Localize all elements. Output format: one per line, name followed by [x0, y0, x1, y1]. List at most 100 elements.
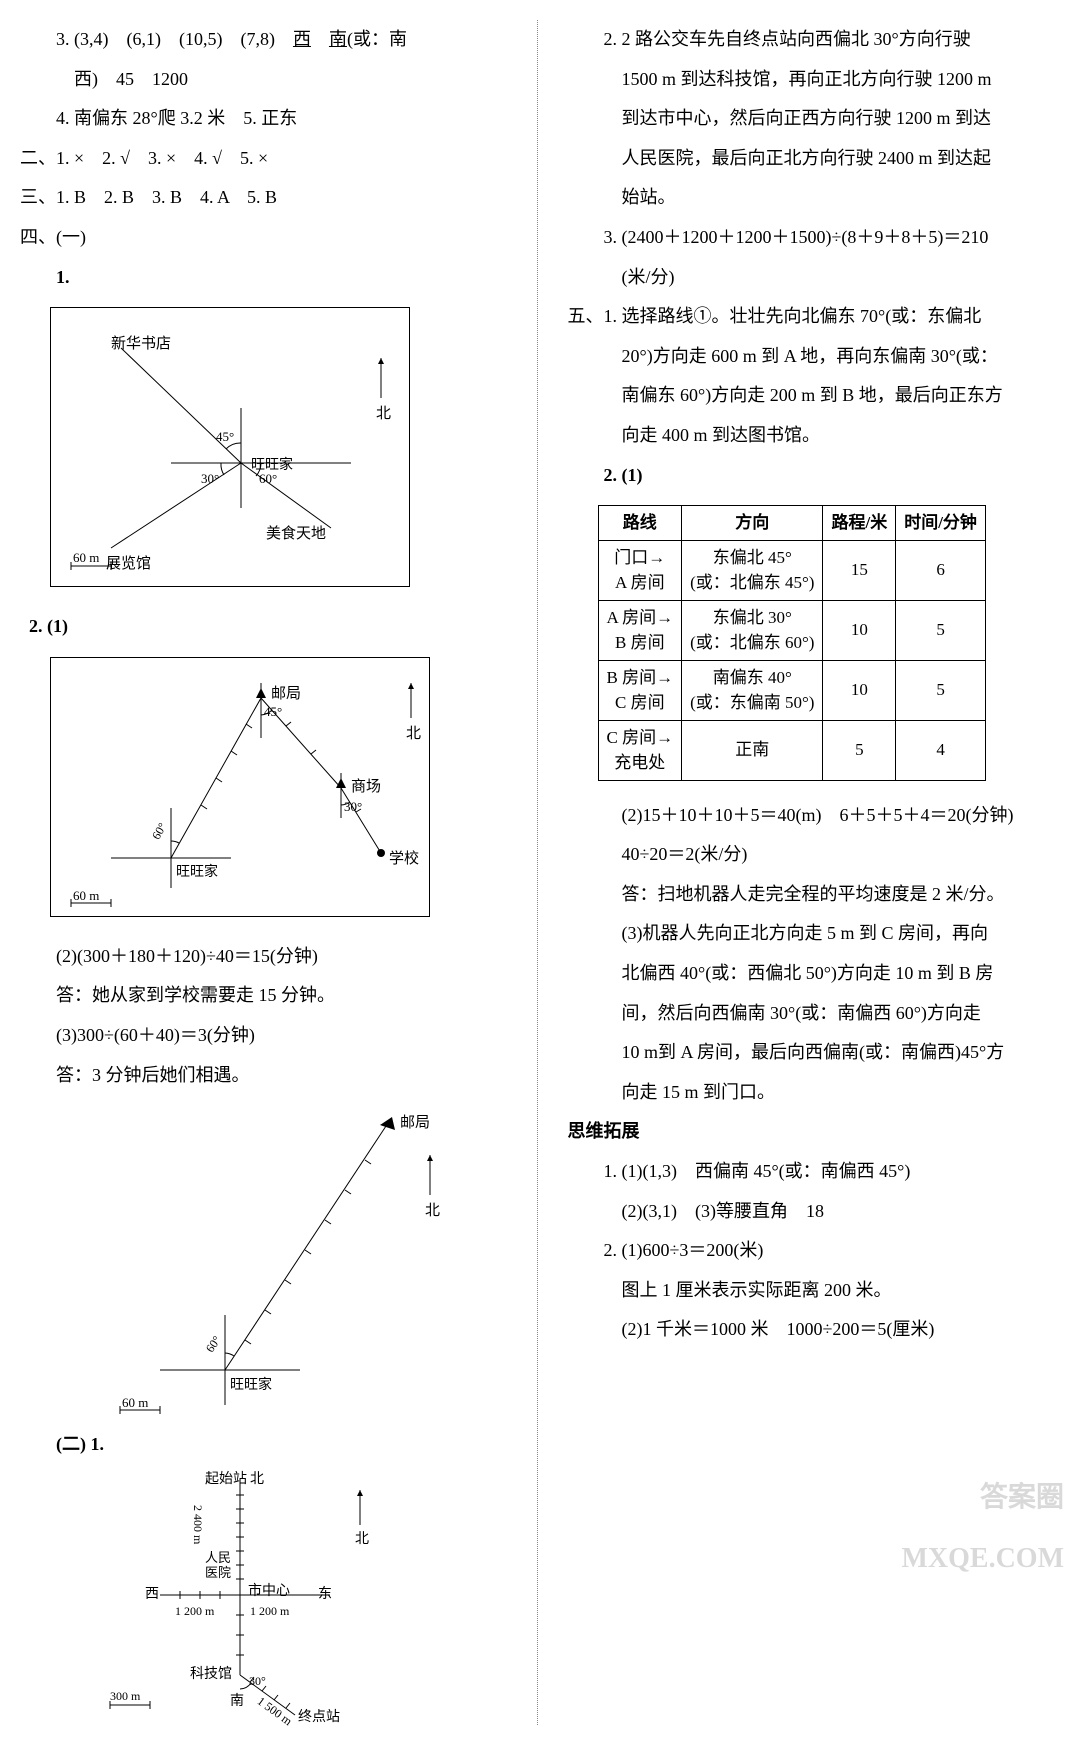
page-container: 3. (3,4) (6,1) (10,5) (7,8) 西 南(或：南 西) 4… — [20, 20, 1054, 1725]
answer-line: 西) 45 1200 — [20, 60, 507, 100]
label-north: 北 — [376, 398, 391, 431]
label-start: 起始站 — [205, 1465, 247, 1496]
table-cell: 6 — [896, 540, 986, 600]
text-line: 始站。 — [568, 178, 1055, 218]
label-north: 北 — [355, 1525, 369, 1556]
label-home: 旺旺家 — [176, 858, 218, 889]
label-scale: 60 m — [73, 882, 99, 911]
label-angle: 60° — [259, 465, 277, 494]
label-angle: 45° — [264, 698, 282, 727]
label-north: 北 — [425, 1195, 440, 1228]
underline: 南 — [329, 29, 347, 49]
table-cell: 15 — [823, 540, 896, 600]
label-north: 北 — [406, 718, 421, 751]
answer-line: 答：3 分钟后她们相遇。 — [20, 1056, 507, 1096]
table-cell: B 房间→ C 房间 — [598, 660, 682, 720]
label-scale: 300 m — [110, 1683, 140, 1709]
text-line: 1500 m 到达科技馆，再向正北方向行驶 1200 m — [568, 60, 1055, 100]
label-end: 终点站 — [298, 1703, 340, 1734]
label-east: 东 — [318, 1580, 332, 1611]
text-line: 北偏西 40°(或：西偏北 50°)方向走 10 m 到 B 房 — [568, 954, 1055, 994]
calc-line: (2)15＋10＋10＋5＝40(m) 6＋5＋5＋4＝20(分钟) — [568, 796, 1055, 836]
text-line: 20°)方向走 600 m 到 A 地，再向东偏南 30°(或： — [568, 337, 1055, 377]
label-bookstore: 新华书店 — [111, 328, 171, 361]
calc-line: (2)(300＋180＋120)÷40＝15(分钟) — [20, 937, 507, 977]
table-cell: 门口→ A 房间 — [598, 540, 682, 600]
answer-line: 答：她从家到学校需要走 15 分钟。 — [20, 976, 507, 1016]
answer-line: 1. (1)(1,3) 西偏南 45°(或：南偏西 45°) — [568, 1152, 1055, 1192]
diagram-3: 邮局 北 旺旺家 60° 60 m — [80, 1095, 460, 1425]
text-line: 人民医院，最后向正北方向行驶 2400 m 到达起 — [568, 139, 1055, 179]
table-cell: 东偏北 30° (或：北偏东 60°) — [682, 600, 823, 660]
diagram-number: 2. (1) — [20, 607, 507, 647]
label-hospital: 人民 医院 — [205, 1550, 231, 1581]
text: 2. (1) — [29, 616, 68, 636]
answer-line: (2)(3,1) (3)等腰直角 18 — [568, 1192, 1055, 1232]
text-line: 10 m到 A 房间，最后向西偏南(或：南偏西)45°方 — [568, 1033, 1055, 1073]
table-cell: A 房间→ B 房间 — [598, 600, 682, 660]
text-line: 间，然后向西偏南 30°(或：南偏西 60°)方向走 — [568, 994, 1055, 1034]
label-angle: 30° — [249, 1668, 266, 1694]
calc-line: 3. (2400＋1200＋1200＋1500)÷(8＋9＋8＋5)＝210 — [568, 218, 1055, 258]
table-cell: 正南 — [682, 720, 823, 780]
label-exhibit: 展览馆 — [106, 548, 151, 581]
section-title: 思维拓展 — [568, 1112, 1055, 1152]
table-header: 路程/米 — [823, 506, 896, 541]
label-school: 学校 — [389, 843, 419, 876]
label-south: 南 — [230, 1687, 244, 1718]
table-row: C 房间→ 充电处 正南 5 4 — [598, 720, 985, 780]
label-food: 美食天地 — [266, 518, 326, 551]
right-column: 2. 2 路公交车先自终点站向西偏北 30°方向行驶 1500 m 到达科技馆，… — [568, 20, 1055, 1725]
section-line: 三、1. B 2. B 3. B 4. A 5. B — [20, 178, 507, 218]
table-header: 路线 — [598, 506, 682, 541]
section-line: 二、1. × 2. √ 3. × 4. √ 5. × — [20, 139, 507, 179]
calc-line: (3)300÷(60＋40)＝3(分钟) — [20, 1016, 507, 1056]
table-cell: 4 — [896, 720, 986, 780]
table-cell: 5 — [896, 660, 986, 720]
table-cell: 东偏北 45° (或：北偏东 45°) — [682, 540, 823, 600]
question-number: 2. (1) — [568, 456, 1055, 496]
diagram-number: 1. — [20, 258, 507, 298]
diagram-number: (二) 1. — [20, 1425, 507, 1465]
label-west: 西 — [145, 1580, 159, 1611]
text-line: 向走 15 m 到门口。 — [568, 1073, 1055, 1113]
table-cell: 5 — [823, 720, 896, 780]
table-row: B 房间→ C 房间 南偏东 40° (或：东偏南 50°) 10 5 — [598, 660, 985, 720]
text-line: (3)机器人先向正北方向走 5 m 到 C 房间，再向 — [568, 914, 1055, 954]
label-scale: 60 m — [122, 1389, 148, 1418]
route-table: 路线 方向 路程/米 时间/分钟 门口→ A 房间 东偏北 45° (或：北偏东… — [598, 505, 986, 781]
label-dist: 1 200 m — [175, 1598, 214, 1624]
text-line: 2. 2 路公交车先自终点站向西偏北 30°方向行驶 — [568, 20, 1055, 60]
text-line: 南偏东 60°)方向走 200 m 到 B 地，最后向正东方 — [568, 376, 1055, 416]
diagram-2: 邮局 45° 北 商场 30° 学校 旺旺家 60° 60 m — [50, 657, 430, 917]
table-cell: 南偏东 40° (或：东偏南 50°) — [682, 660, 823, 720]
label-angle: 30° — [201, 465, 219, 494]
table-cell: C 房间→ 充电处 — [598, 720, 682, 780]
text-line: (米/分) — [568, 258, 1055, 298]
calc-line: 40÷20＝2(米/分) — [568, 835, 1055, 875]
table-cell: 10 — [823, 660, 896, 720]
left-column: 3. (3,4) (6,1) (10,5) (7,8) 西 南(或：南 西) 4… — [20, 20, 507, 1725]
table-cell: 5 — [896, 600, 986, 660]
label-post: 邮局 — [400, 1107, 430, 1140]
table-header: 方向 — [682, 506, 823, 541]
text — [311, 29, 329, 49]
table-row: A 房间→ B 房间 东偏北 30° (或：北偏东 60°) 10 5 — [598, 600, 985, 660]
answer-line: (2)1 千米＝1000 米 1000÷200＝5(厘米) — [568, 1310, 1055, 1350]
table-row: 门口→ A 房间 东偏北 45° (或：北偏东 45°) 15 6 — [598, 540, 985, 600]
answer-line: 图上 1 厘米表示实际距离 200 米。 — [568, 1271, 1055, 1311]
diagram-1: 新华书店 北 旺旺家 美食天地 展览馆 60 m 45° 30° 60° — [50, 307, 410, 587]
label-home: 旺旺家 — [230, 1371, 272, 1402]
label-scale: 60 m — [73, 544, 99, 573]
text: 3. (3,4) (6,1) (10,5) (7,8) — [56, 29, 293, 49]
answer-line: 答：扫地机器人走完全程的平均速度是 2 米/分。 — [568, 875, 1055, 915]
text: (或：南 — [347, 29, 407, 49]
label-angle: 45° — [216, 423, 234, 452]
table-header-row: 路线 方向 路程/米 时间/分钟 — [598, 506, 985, 541]
label-angle: 30° — [344, 793, 362, 822]
column-divider — [537, 20, 538, 1725]
table-header: 时间/分钟 — [896, 506, 986, 541]
answer-line: 2. (1)600÷3＝200(米) — [568, 1231, 1055, 1271]
label-north: 北 — [250, 1465, 264, 1496]
text-line: 向走 400 m 到达图书馆。 — [568, 416, 1055, 456]
